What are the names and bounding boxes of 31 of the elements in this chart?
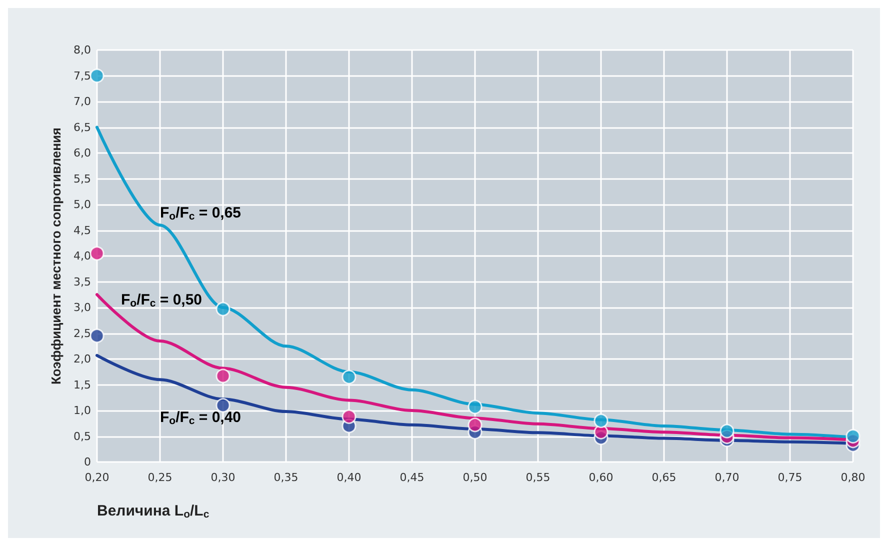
y-tick-label: 5,0	[74, 198, 91, 211]
x-tick-label: 0,40	[336, 471, 362, 484]
y-tick-label: 3,5	[74, 275, 91, 288]
y-tick-label: 4,5	[74, 224, 91, 237]
x-tick-label: 0,60	[588, 471, 614, 484]
x-tick-label: 0,30	[210, 471, 236, 484]
x-tick-label: 0,25	[148, 471, 172, 484]
x-tick-label: 0,50	[462, 471, 488, 484]
x-tick-label: 0,80	[840, 471, 866, 484]
y-tick-label: 1,0	[74, 404, 91, 417]
x-tick-label: 0,65	[652, 471, 676, 484]
x-tick-label: 0,75	[778, 471, 802, 484]
y-tick-label: 3,0	[74, 301, 91, 314]
y-tick-label: 6,5	[74, 120, 91, 134]
y-tick-label: 4,0	[74, 250, 91, 262]
y-tick-label: 0	[84, 456, 91, 468]
y-tick-label: 7,0	[74, 95, 91, 108]
x-tick-label: 0,20	[84, 471, 110, 484]
x-tick-label: 0,45	[400, 471, 424, 484]
y-tick-label: 7,5	[74, 69, 91, 82]
y-axis-title: Коэффициент местного сопротивления	[48, 127, 64, 385]
y-tick-label: 6,0	[74, 146, 91, 160]
x-tick-label: 0,35	[274, 471, 298, 484]
x-tick-label: 0,55	[526, 471, 550, 484]
y-tick-label: 8,0	[74, 44, 91, 56]
x-tick-label: 0,70	[714, 471, 740, 484]
y-tick-label: 2,0	[74, 352, 91, 366]
y-tick-label: 5,5	[74, 172, 91, 186]
y-tick-label: 1,5	[74, 378, 91, 392]
y-tick-label: 2,5	[74, 326, 91, 340]
y-tick-label: 0,5	[74, 430, 91, 443]
